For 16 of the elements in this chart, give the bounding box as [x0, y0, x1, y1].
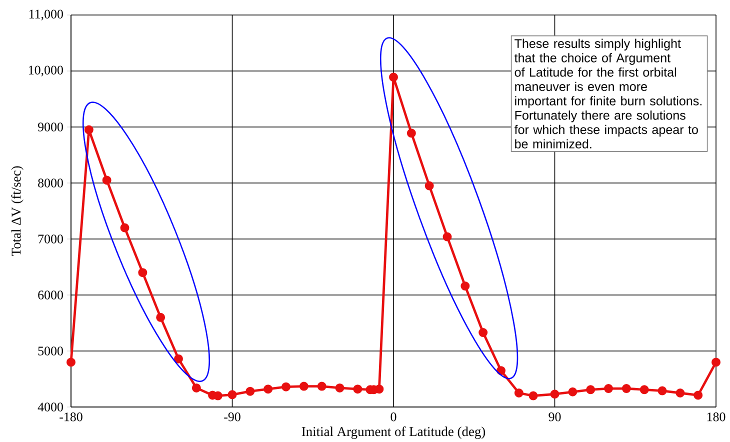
x-tick-label: -180 [60, 412, 82, 422]
y-tick-label: 11,000 [29, 10, 63, 20]
y-tick-label: 6000 [38, 290, 63, 300]
y-tick-label: 10,000 [29, 66, 63, 76]
x-axis-title: Initial Argument of Latitude (deg) [302, 426, 486, 439]
x-tick-label: 0 [390, 412, 396, 422]
x-tick-label: 180 [707, 412, 726, 422]
y-tick-label: 9000 [38, 122, 63, 132]
y-tick-label: 8000 [38, 178, 63, 188]
y-tick-label: 7000 [38, 234, 63, 244]
y-tick-label: 4000 [38, 402, 63, 412]
annotation: These results simply highlight that the choice of Argument of Latitude for the first orbital maneuver is even more important for finite burn solutions. Fortunately there are solutions for which these impacts apear to be minimized. [514, 38, 702, 148]
x-tick-label: -90 [224, 412, 240, 422]
y-axis-title: Total ΔV (ft/sec) [11, 166, 24, 256]
y-tick-label: 5000 [38, 346, 63, 356]
x-tick-label: 90 [548, 412, 561, 422]
